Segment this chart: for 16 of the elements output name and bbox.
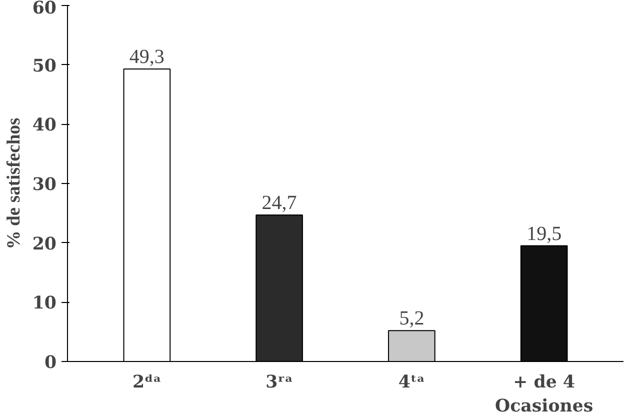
y-tick-label: 40: [32, 116, 57, 136]
y-tick-label: 0: [44, 353, 57, 373]
y-axis-title: % de satisfechos: [3, 118, 24, 250]
x-tick-label: + de 4 Ocasiones: [495, 372, 594, 416]
y-tick-label: 30: [32, 175, 57, 195]
y-tick-label: 20: [32, 234, 57, 254]
data-label: 49,3: [129, 46, 164, 68]
y-tick-label: 10: [32, 294, 57, 314]
y-tick-label: 60: [32, 0, 57, 18]
x-tick-label: 3ʳᵃ: [266, 372, 293, 392]
data-label: 24,7: [262, 192, 297, 214]
data-label: 5,2: [399, 308, 424, 330]
x-tick-label: 2ᵈᵃ: [132, 372, 162, 392]
x-tick-label: 4ᵗᵃ: [398, 372, 425, 392]
y-tick-label: 50: [32, 56, 57, 76]
data-label: 19,5: [526, 222, 562, 245]
